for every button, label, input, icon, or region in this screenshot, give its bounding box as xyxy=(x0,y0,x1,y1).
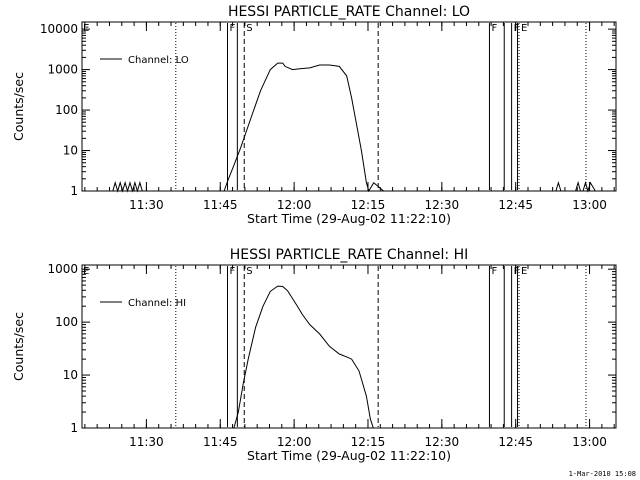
marker-label: F xyxy=(514,266,520,277)
y-tick-label: 1000 xyxy=(47,63,78,77)
x-tick-label: 12:15 xyxy=(351,198,386,212)
panel-0: HESSI PARTICLE_RATE Channel: LO 1 10 100 100… xyxy=(11,4,617,226)
x-tick-label: 12:15 xyxy=(351,435,386,449)
x-tick-label: 11:30 xyxy=(129,198,164,212)
x-tick-label: 12:00 xyxy=(277,435,312,449)
x-tick-label: 13:00 xyxy=(572,435,607,449)
y-tick-label: 10000 xyxy=(40,22,78,36)
y-tick-label: 100 xyxy=(55,103,78,117)
x-axis-label: Start Time (29-Aug-02 11:22:10) xyxy=(247,211,451,226)
corner-label: E xyxy=(83,23,89,34)
x-tick-label: 11:45 xyxy=(203,198,238,212)
y-tick-label: 100 xyxy=(55,315,78,329)
corner-label: E xyxy=(83,266,89,277)
x-tick-label: 12:30 xyxy=(425,435,460,449)
legend-label: Channel: LO xyxy=(128,55,189,66)
y-axis-label: Counts/sec xyxy=(11,72,26,141)
y-axis-label: Counts/sec xyxy=(11,312,26,381)
x-tick-label: 12:30 xyxy=(425,198,460,212)
chart-title: HESSI PARTICLE_RATE Channel: HI xyxy=(230,247,468,263)
legend-label: Channel: HI xyxy=(128,298,186,309)
x-tick-label: 11:30 xyxy=(129,435,164,449)
panel-1: HESSI PARTICLE_RATE Channel: HI 1 10 100 100… xyxy=(11,247,617,463)
x-tick-label: 12:45 xyxy=(498,198,533,212)
marker-label: S xyxy=(246,23,252,34)
x-tick-label: 13:00 xyxy=(572,198,607,212)
series-line xyxy=(107,62,611,193)
x-tick-label: 12:00 xyxy=(277,198,312,212)
y-tick-label: 10 xyxy=(63,144,78,158)
x-tick-label: 11:45 xyxy=(203,435,238,449)
marker-label: F xyxy=(491,23,497,34)
marker-label: F xyxy=(514,23,520,34)
y-tick-label: 1 xyxy=(70,184,78,198)
plot-frame xyxy=(81,264,617,429)
chart-title: HESSI PARTICLE_RATE Channel: LO xyxy=(228,4,470,20)
marker-label: E xyxy=(521,23,527,34)
plot-frame xyxy=(81,21,617,192)
x-tick-label: 12:45 xyxy=(498,435,533,449)
marker-label: F xyxy=(230,266,236,277)
y-tick-label: 1 xyxy=(70,421,78,435)
footer-timestamp: 1-Mar-2010 15:08 xyxy=(568,470,636,478)
y-tick-label: 1000 xyxy=(47,262,78,276)
marker-label: F xyxy=(230,23,236,34)
y-tick-label: 10 xyxy=(63,368,78,382)
marker-label: E xyxy=(521,266,527,277)
marker-label: S xyxy=(246,266,252,277)
x-axis-label: Start Time (29-Aug-02 11:22:10) xyxy=(247,448,451,463)
series-line xyxy=(233,285,374,429)
marker-label: F xyxy=(491,266,497,277)
